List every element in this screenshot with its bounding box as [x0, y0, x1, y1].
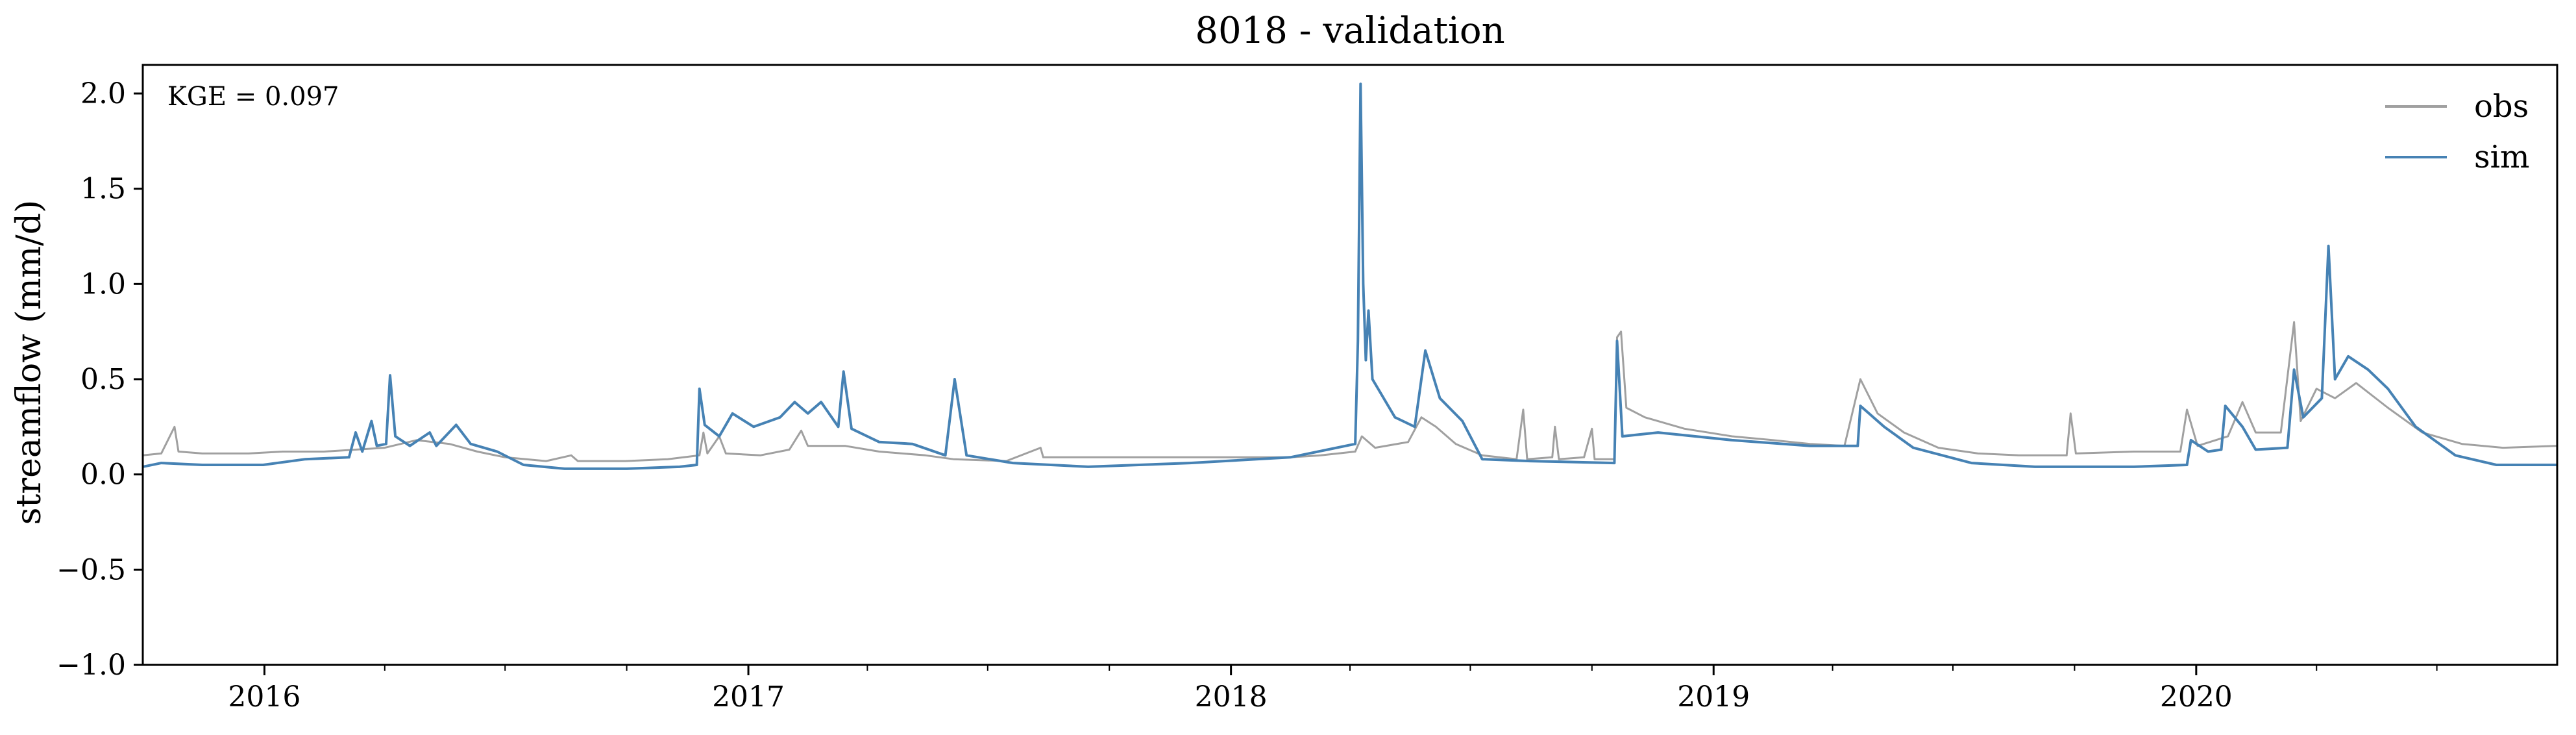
y-tick-label: 1.0: [80, 268, 126, 301]
y-tick-label: −1.0: [56, 649, 126, 682]
legend: obs sim: [2385, 88, 2530, 175]
legend-sim-label: sim: [2474, 139, 2530, 175]
y-tick-label: 0.0: [80, 458, 126, 492]
legend-obs-label: obs: [2474, 88, 2529, 125]
y-tick-label: 2.0: [80, 77, 126, 110]
kge-annotation: KGE = 0.097: [167, 82, 339, 112]
x-axis-ticks: 2016 2017 2018 2019 2020: [228, 665, 2233, 714]
series-line-sim: [142, 82, 2557, 470]
x-tick-label: 2016: [228, 680, 301, 714]
x-tick-label: 2019: [1677, 680, 1750, 714]
x-tick-label: 2020: [2160, 680, 2233, 714]
series-lines: [142, 82, 2558, 470]
x-tick-label: 2018: [1195, 680, 1268, 714]
y-tick-label: 0.5: [80, 363, 126, 396]
y-axis-ticks: −1.0 −0.5 0.0 0.5 1.0 1.5 2.0: [56, 77, 143, 682]
x-tick-label: 2017: [712, 680, 785, 714]
chart-title: 8018 - validation: [1195, 10, 1504, 52]
y-tick-label: −0.5: [56, 553, 126, 586]
plot-frame: [141, 64, 2558, 666]
y-tick-label: 1.5: [80, 173, 126, 206]
series-line-obs: [142, 321, 2558, 462]
y-axis-label: streamflow (mm/d): [10, 200, 49, 525]
